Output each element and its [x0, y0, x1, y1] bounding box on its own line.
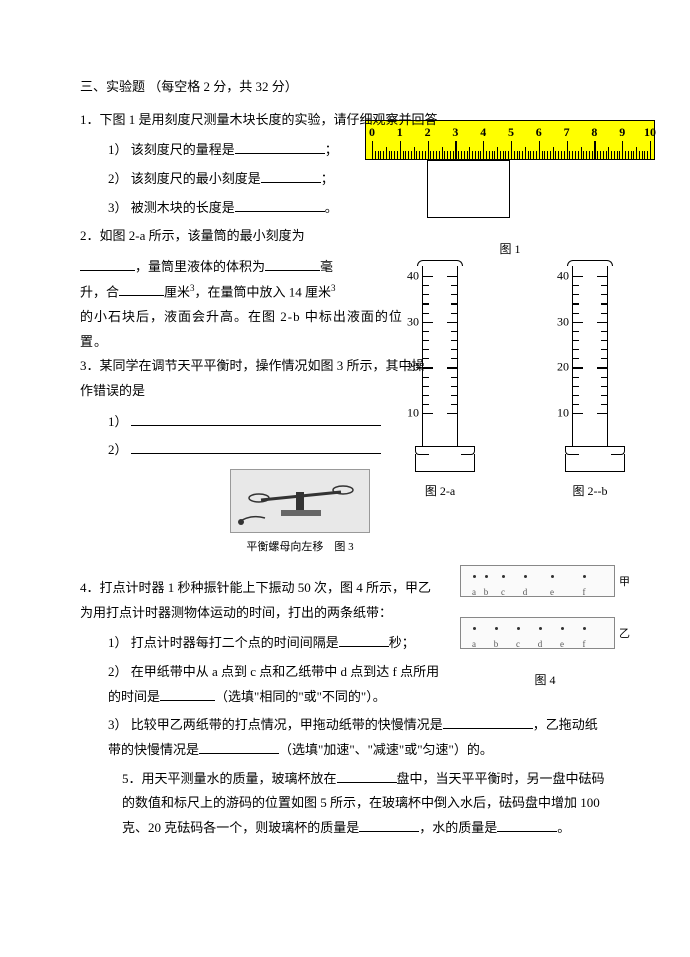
tape-jia-label: 甲	[619, 572, 630, 593]
q4-blank4[interactable]	[199, 740, 279, 754]
q3-s2: 2）	[108, 442, 128, 457]
q3-stem: 3．某同学在调节天平平衡时，操作情况如图 3 所示，其中操作错误的是	[80, 354, 425, 403]
q1-s3-tail: 。	[325, 200, 338, 215]
q2-blank3[interactable]	[119, 282, 164, 296]
q4-s1a: 1） 打点计时器每打二个点的时间间隔是	[108, 635, 339, 650]
q5-c: ，水的质量是	[419, 820, 497, 835]
q2-blank1[interactable]	[80, 257, 135, 271]
q5-blank2[interactable]	[359, 818, 419, 832]
q4-sub2: 2） 在甲纸带中从 a 点到 c 点和乙纸带中 d 点到达 f 点所用的时间是（…	[80, 660, 440, 709]
q1-s3-text: 3） 被测木块的长度是	[108, 200, 235, 215]
q2-b: ，量筒里液体的体积为	[135, 259, 265, 274]
fig3-caption: 平衡螺母向左移 图 3	[200, 537, 400, 558]
q1-sub1: 1） 该刻度尺的量程是 ；	[80, 138, 390, 163]
q4-stem: 4．打点计时器 1 秒种振针能上下振动 50 次，图 4 所示，甲乙为用打点计时…	[80, 576, 440, 625]
q1-stem: 1．下图 1 是用刻度尺测量木块长度的实验，请仔细观察并回答	[80, 108, 610, 133]
q1-s2-text: 2） 该刻度尺的最小刻度是	[108, 171, 261, 186]
q3-sub1: 1）	[80, 410, 610, 435]
q1-sub2: 2） 该刻度尺的最小刻度是 ；	[80, 167, 390, 192]
q4-s3c: （选填"加速"、"减速"或"匀速"）的。	[279, 742, 493, 757]
q2-line4: 的小石块后，液面会升高。在图 2-b 中标出液面的位置。	[80, 305, 425, 354]
fig3-label: 图 3	[334, 541, 353, 553]
q1-s2-blank[interactable]	[261, 169, 321, 183]
balance-icon	[231, 470, 371, 534]
q2-c-tail: ，在量筒中放入 14 厘米	[195, 284, 332, 299]
q4-blank1[interactable]	[339, 633, 389, 647]
q5-d: 。	[557, 820, 570, 835]
q2-sup2: 3	[331, 283, 336, 293]
q2-blank2[interactable]	[265, 257, 320, 271]
q2-line3: 升，合厘米3，在量筒中放入 14 厘米3	[80, 280, 425, 305]
q4-blank3[interactable]	[443, 715, 533, 729]
fig3-image	[230, 469, 370, 533]
q5-a: 5．用天平测量水的质量，玻璃杯放在	[122, 771, 337, 786]
q5: 5．用天平测量水的质量，玻璃杯放在盘中，当天平平衡时，另一盘中砝码的数值和标尺上…	[80, 767, 610, 841]
q2-c-pre: 升，合	[80, 284, 119, 299]
q2-c-mid: 厘米	[164, 284, 190, 299]
q3-blank2[interactable]	[131, 440, 381, 454]
q4-s3a: 3） 比较甲乙两纸带的打点情况，甲拖动纸带的快慢情况是	[108, 717, 443, 732]
q4-s1b: 秒；	[389, 635, 415, 650]
q4-sub3: 3） 比较甲乙两纸带的打点情况，甲拖动纸带的快慢情况是，乙拖动纸带的快慢情况是（…	[80, 713, 610, 762]
q2-line1: 2．如图 2-a 所示，该量筒的最小刻度为	[80, 224, 425, 249]
fig3-wrap: 平衡螺母向左移 图 3	[200, 469, 400, 558]
q4-sub1: 1） 打点计时器每打二个点的时间间隔是 秒；	[80, 631, 440, 656]
q1-sub3: 3） 被测木块的长度是 。	[80, 196, 390, 221]
tape-yi-label: 乙	[619, 624, 630, 645]
q3-sub2: 2）	[80, 438, 610, 463]
q2-line2: ，量筒里液体的体积为 毫	[80, 255, 425, 280]
section-title: 三、实验题 （每空格 2 分，共 32 分）	[80, 75, 610, 100]
q1-s1-blank[interactable]	[235, 140, 325, 154]
q4-s2b: （选填"相同的"或"不同的"）。	[215, 689, 386, 704]
q2-b-tail: 毫	[320, 259, 333, 274]
q4-blank2[interactable]	[160, 686, 215, 700]
q1-s1-tail: ；	[325, 142, 338, 157]
q3-blank1[interactable]	[131, 411, 381, 425]
q2-a: 2．如图 2-a 所示，该量筒的最小刻度为	[80, 228, 305, 243]
q5-blank1[interactable]	[337, 768, 397, 782]
fig3-caption-text: 平衡螺母向左移	[246, 541, 323, 553]
q5-blank3[interactable]	[497, 818, 557, 832]
q1-s1-text: 1） 该刻度尺的量程是	[108, 142, 235, 157]
q3-s1: 1）	[108, 414, 128, 429]
q1-s3-blank[interactable]	[235, 197, 325, 211]
q1-s2-tail: ；	[321, 171, 334, 186]
